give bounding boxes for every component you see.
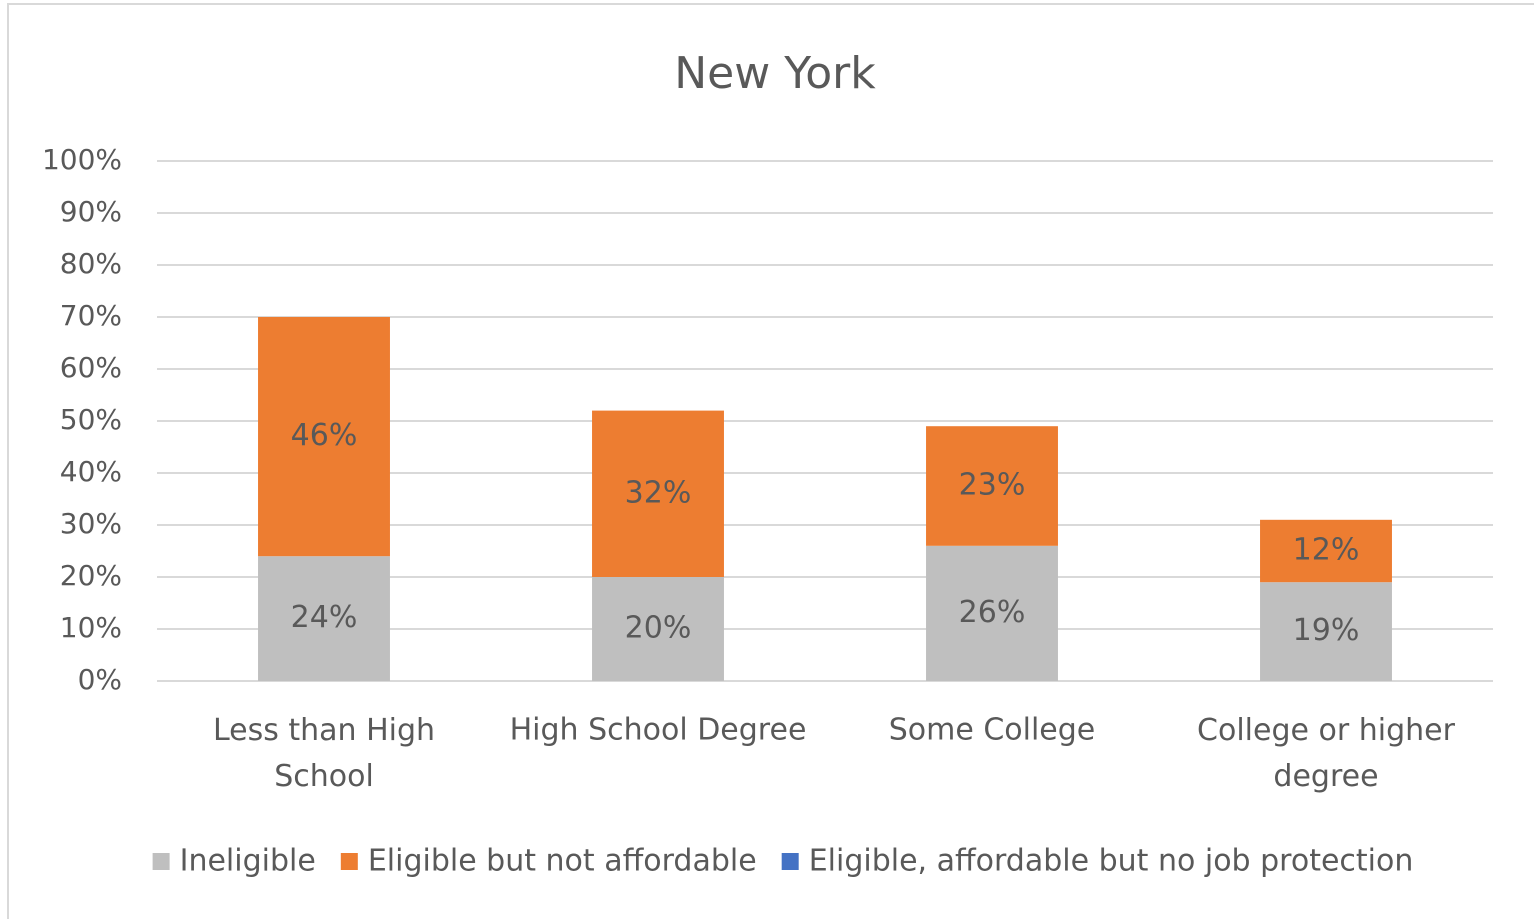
bar-segment bbox=[592, 577, 724, 681]
data-label: 20% bbox=[625, 611, 692, 646]
x-tick-label: Less than High School bbox=[213, 713, 435, 794]
chart-title: New York bbox=[674, 48, 876, 99]
data-label: 24% bbox=[291, 600, 358, 635]
y-tick-label: 60% bbox=[60, 351, 122, 384]
x-tick-label-line: College or higher bbox=[1197, 713, 1456, 748]
legend-swatch bbox=[152, 853, 170, 870]
data-label: 32% bbox=[625, 475, 692, 510]
bar-segment bbox=[592, 410, 724, 577]
y-tick-label: 40% bbox=[60, 455, 122, 488]
x-tick-label-line: Less than High bbox=[213, 713, 435, 748]
y-tick-label: 0% bbox=[78, 663, 122, 696]
legend-swatch bbox=[340, 853, 358, 870]
x-tick-label-line: School bbox=[274, 759, 374, 794]
bar-segment bbox=[1260, 519, 1392, 583]
data-label: 12% bbox=[1293, 533, 1360, 568]
data-label: 19% bbox=[1293, 613, 1360, 648]
y-tick-label: 80% bbox=[60, 247, 122, 280]
legend-label: Ineligible bbox=[180, 844, 316, 879]
x-tick-label: High School Degree bbox=[510, 713, 807, 748]
y-tick-label: 50% bbox=[60, 403, 122, 436]
bar-segment bbox=[258, 317, 390, 557]
legend-label: Eligible but not affordable bbox=[368, 844, 757, 879]
data-label: 46% bbox=[291, 418, 358, 453]
x-tick-label-line: degree bbox=[1273, 759, 1378, 794]
y-tick-label: 100% bbox=[42, 143, 122, 176]
bar-segment bbox=[258, 556, 390, 681]
x-tick-label: College or higher degree bbox=[1197, 713, 1456, 794]
y-tick-label: 30% bbox=[60, 507, 122, 540]
bar-segment bbox=[926, 426, 1058, 546]
bar-segment bbox=[1260, 582, 1392, 681]
bar-segment bbox=[926, 545, 1058, 681]
y-tick-label: 10% bbox=[60, 611, 122, 644]
y-tick-label: 70% bbox=[60, 299, 122, 332]
x-tick-label: Some College bbox=[889, 713, 1096, 748]
y-tick-label: 90% bbox=[60, 195, 122, 228]
data-label: 26% bbox=[959, 595, 1026, 630]
legend-swatch bbox=[781, 853, 799, 870]
data-label: 23% bbox=[959, 468, 1026, 503]
y-tick-label: 20% bbox=[60, 559, 122, 592]
legend-label: Eligible, affordable but no job protecti… bbox=[809, 844, 1414, 879]
